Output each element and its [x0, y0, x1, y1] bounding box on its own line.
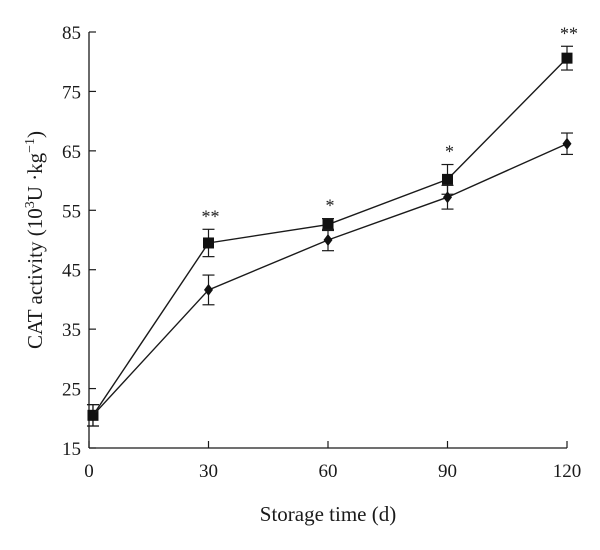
y-tick-label-0: 15: [62, 439, 81, 460]
y-axis-title-part-1: CAT activity (10: [23, 208, 47, 349]
x-ticks: 0 30 60 90 120: [84, 441, 581, 482]
x-tick-label-1: 30: [199, 461, 218, 482]
y-axis-title: CAT activity (103U ·kg−1): [23, 131, 47, 349]
significance-mark-2: *: [445, 142, 454, 162]
x-tick-label-3: 90: [438, 461, 457, 482]
significance-annotations: ******: [202, 23, 579, 226]
x-tick-label-4: 120: [553, 461, 582, 482]
significance-mark-0: **: [202, 206, 220, 226]
y-axis-title-part-2: U ·kg: [23, 152, 47, 201]
series-1: [86, 45, 573, 427]
y-axis-title-superscript-2: −1: [23, 138, 38, 153]
y-axis-title-superscript-1: 3: [23, 201, 38, 208]
series-1-point-2: [322, 219, 334, 231]
series-2-line: [92, 143, 568, 416]
significance-mark-1: *: [326, 196, 335, 216]
significance-mark-3: **: [560, 23, 578, 43]
y-tick-label-3: 45: [62, 261, 81, 282]
y-tick-label-7: 85: [62, 23, 81, 44]
y-tick-label-5: 65: [62, 142, 81, 163]
y-ticks: 15 25 35 45 55 65 75 85: [62, 23, 96, 460]
y-tick-label-2: 35: [62, 320, 81, 341]
series-2-point-4: [562, 137, 572, 150]
series-layer: [86, 45, 573, 427]
series-2-point-3: [443, 191, 452, 204]
y-tick-label-1: 25: [62, 380, 81, 401]
series-2-point-2: [323, 234, 333, 246]
x-tick-label-2: 60: [319, 461, 338, 482]
y-axis-title-part-3: ): [23, 131, 47, 138]
series-2-point-1: [204, 283, 213, 296]
x-axis-title: Storage time (d): [260, 502, 396, 526]
series-1-point-3: [442, 173, 453, 185]
y-tick-label-6: 75: [62, 82, 81, 103]
y-tick-label-4: 55: [62, 201, 81, 222]
series-2: [86, 132, 573, 427]
series-1-point-4: [561, 52, 573, 64]
series-1-point-1: [203, 237, 214, 249]
series-2-point-0: [88, 409, 98, 422]
x-tick-label-0: 0: [84, 461, 94, 482]
